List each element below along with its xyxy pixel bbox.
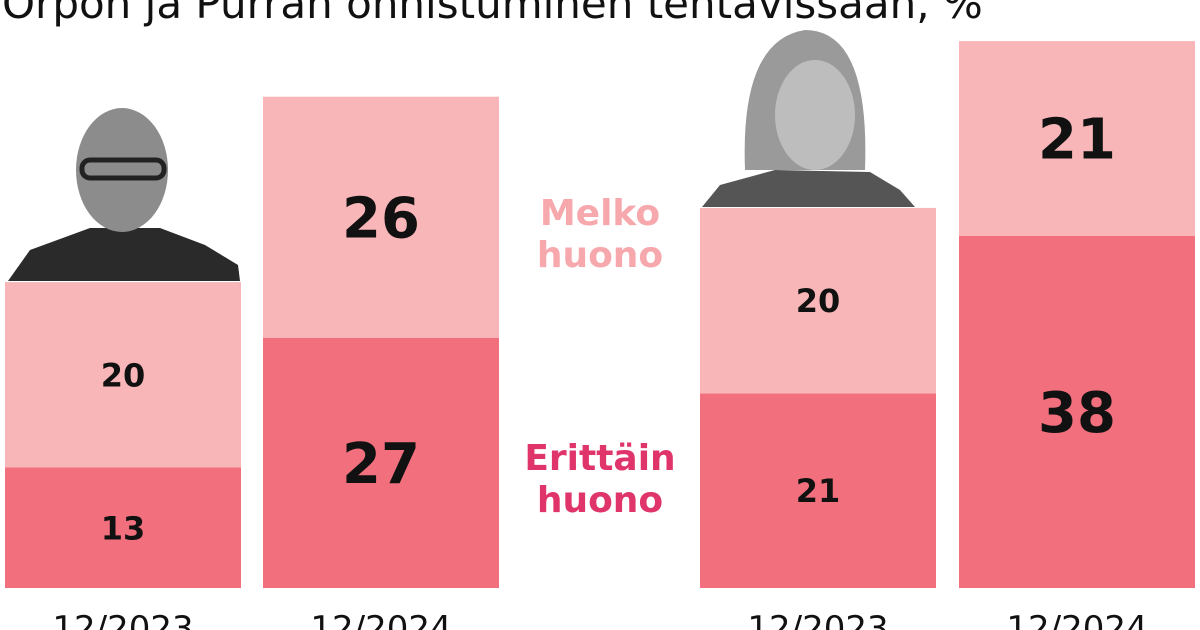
value-label: 27 — [342, 432, 420, 497]
x-tick-label: 12/2024 — [310, 609, 451, 630]
bar-segment — [263, 337, 499, 588]
portrait-purra — [702, 30, 915, 207]
bar-segment — [5, 282, 241, 468]
x-tick-label: 12/2023 — [747, 609, 888, 630]
value-label: 13 — [101, 509, 146, 547]
x-tick-label: 12/2024 — [1006, 609, 1147, 630]
value-label: 26 — [342, 186, 420, 251]
bar-segment — [959, 235, 1195, 588]
legend-label: Melko huono — [537, 193, 663, 276]
bar-segment — [700, 207, 936, 394]
value-label: 21 — [1038, 108, 1116, 173]
portrait-orpo — [8, 108, 240, 281]
bar-segment — [959, 41, 1195, 236]
value-label: 20 — [101, 356, 146, 394]
bar-segment — [700, 393, 936, 588]
bar-segment — [5, 467, 241, 588]
value-label: 21 — [796, 472, 841, 510]
bar-segment — [263, 96, 499, 338]
chart-title: Orpon ja Purran onnistuminen tentavissaa… — [2, 0, 983, 28]
legend-label: Erittäin huono — [524, 438, 675, 521]
value-label: 38 — [1038, 381, 1116, 446]
x-tick-label: 12/2023 — [52, 609, 193, 630]
value-label: 20 — [796, 282, 841, 320]
